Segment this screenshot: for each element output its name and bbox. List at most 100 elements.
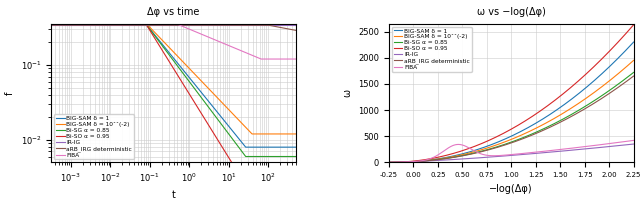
BIG-SAM δ = 1	[410, 160, 418, 163]
IR-IG	[410, 160, 418, 163]
Line: Bi-SO α = 0.95: Bi-SO α = 0.95	[389, 25, 634, 162]
Bi-SO α = 0.95	[484, 140, 492, 142]
Legend: BIG-SAM δ = 1, BIG-SAM δ = 10ˆˆ(-2), Bi-SG α = 0.85, Bi-SO α = 0.95, IR-IG, aRB_: BIG-SAM δ = 1, BIG-SAM δ = 10ˆˆ(-2), Bi-…	[392, 27, 472, 72]
aRB_IRG deterministic	[72, 24, 80, 26]
BIG-SAM δ = 10ˆˆ(-2)	[410, 160, 418, 163]
BIG-SAM δ = 10ˆˆ(-2)	[553, 116, 561, 118]
FIBA	[243, 52, 250, 54]
BIG-SAM δ = 1	[242, 146, 250, 148]
BIG-SAM δ = 1	[630, 41, 637, 43]
Bi-SG α = 0.85	[72, 23, 80, 25]
BIG-SAM δ = 1	[292, 146, 300, 148]
Bi-SG α = 0.85	[553, 121, 561, 124]
aRB_IRG deterministic	[292, 29, 300, 31]
aRB_IRG deterministic	[576, 111, 584, 113]
Line: BIG-SAM δ = 1: BIG-SAM δ = 1	[51, 24, 296, 147]
Bi-SO α = 0.95	[630, 24, 637, 26]
IR-IG	[72, 24, 80, 26]
Bi-SG α = 0.85	[242, 155, 250, 158]
BIG-SAM δ = 10ˆˆ(-2)	[47, 22, 55, 25]
IR-IG	[47, 24, 55, 26]
Bi-SO α = 0.95	[239, 178, 246, 180]
Bi-SG α = 0.85	[292, 155, 300, 158]
BIG-SAM δ = 10ˆˆ(-2)	[147, 26, 154, 29]
Bi-SO α = 0.95	[410, 160, 418, 162]
Line: FIBA: FIBA	[51, 24, 296, 59]
X-axis label: t: t	[172, 190, 175, 198]
Bi-SO α = 0.95	[580, 75, 588, 77]
Line: Bi-SG α = 0.85: Bi-SG α = 0.85	[51, 24, 296, 156]
Bi-SG α = 0.85	[580, 106, 588, 108]
Bi-SG α = 0.85	[385, 161, 393, 164]
Line: BIG-SAM δ = 1: BIG-SAM δ = 1	[389, 42, 634, 162]
BIG-SAM δ = 1	[484, 145, 492, 147]
FIBA	[72, 23, 80, 25]
Bi-SG α = 0.85	[484, 148, 492, 151]
aRB_IRG deterministic	[47, 24, 55, 26]
Bi-SG α = 0.85	[155, 40, 163, 43]
Bi-SO α = 0.95	[155, 44, 163, 46]
Bi-SG α = 0.85	[630, 71, 637, 74]
Line: aRB_IRG deterministic: aRB_IRG deterministic	[389, 76, 634, 162]
FIBA	[630, 139, 637, 142]
Line: Bi-SO α = 0.95: Bi-SO α = 0.95	[51, 24, 296, 179]
BIG-SAM δ = 10ˆˆ(-2)	[493, 144, 500, 146]
FIBA	[385, 161, 393, 164]
Bi-SO α = 0.95	[493, 136, 500, 138]
aRB_IRG deterministic	[410, 161, 418, 163]
aRB_IRG deterministic	[580, 108, 588, 110]
BIG-SAM δ = 10ˆˆ(-2)	[292, 133, 300, 135]
Bi-SG α = 0.85	[47, 23, 55, 25]
FIBA	[47, 23, 55, 25]
FIBA	[292, 58, 300, 60]
FIBA	[484, 154, 492, 157]
BIG-SAM δ = 10ˆˆ(-2)	[216, 99, 223, 101]
BIG-SAM δ = 10ˆˆ(-2)	[155, 36, 163, 38]
Bi-SO α = 0.95	[72, 23, 80, 25]
Y-axis label: f: f	[5, 91, 15, 95]
aRB_IRG deterministic	[155, 24, 163, 26]
Line: FIBA: FIBA	[389, 140, 634, 162]
BIG-SAM δ = 1	[72, 23, 80, 25]
BIG-SAM δ = 10ˆˆ(-2)	[630, 59, 637, 62]
Bi-SO α = 0.95	[553, 98, 561, 100]
BIG-SAM δ = 1	[147, 28, 154, 30]
Bi-SG α = 0.85	[493, 146, 500, 148]
FIBA	[257, 58, 265, 60]
FIBA	[238, 50, 246, 52]
Bi-SG α = 0.85	[147, 29, 154, 31]
IR-IG	[292, 24, 300, 26]
BIG-SAM δ = 1	[576, 92, 584, 94]
Bi-SG α = 0.85	[243, 155, 250, 158]
FIBA	[576, 146, 584, 148]
Bi-SO α = 0.95	[576, 79, 584, 81]
FIBA	[553, 149, 561, 151]
IR-IG	[238, 24, 246, 26]
BIG-SAM δ = 1	[243, 146, 250, 148]
BIG-SAM δ = 1	[155, 39, 163, 41]
IR-IG	[630, 143, 637, 145]
BIG-SAM δ = 10ˆˆ(-2)	[484, 147, 492, 149]
BIG-SAM δ = 1	[238, 141, 246, 144]
aRB_IRG deterministic	[630, 75, 637, 77]
BIG-SAM δ = 10ˆˆ(-2)	[580, 98, 588, 101]
aRB_IRG deterministic	[147, 24, 154, 26]
BIG-SAM δ = 10ˆˆ(-2)	[576, 101, 584, 104]
BIG-SAM δ = 1	[47, 23, 55, 25]
BIG-SAM δ = 1	[553, 109, 561, 111]
Bi-SG α = 0.85	[238, 150, 246, 153]
BIG-SAM δ = 10ˆˆ(-2)	[243, 127, 250, 129]
Bi-SO α = 0.95	[216, 141, 223, 144]
aRB_IRG deterministic	[385, 161, 393, 164]
Line: BIG-SAM δ = 10ˆˆ(-2): BIG-SAM δ = 10ˆˆ(-2)	[51, 23, 296, 134]
X-axis label: −log(Δφ): −log(Δφ)	[490, 184, 533, 194]
Bi-SG α = 0.85	[576, 109, 584, 111]
BIG-SAM δ = 10ˆˆ(-2)	[248, 133, 256, 135]
FIBA	[580, 146, 588, 148]
Bi-SO α = 0.95	[238, 178, 246, 180]
aRB_IRG deterministic	[553, 123, 561, 125]
aRB_IRG deterministic	[238, 24, 246, 26]
BIG-SAM δ = 1	[580, 88, 588, 90]
FIBA	[493, 154, 500, 157]
BIG-SAM δ = 1	[216, 113, 223, 116]
